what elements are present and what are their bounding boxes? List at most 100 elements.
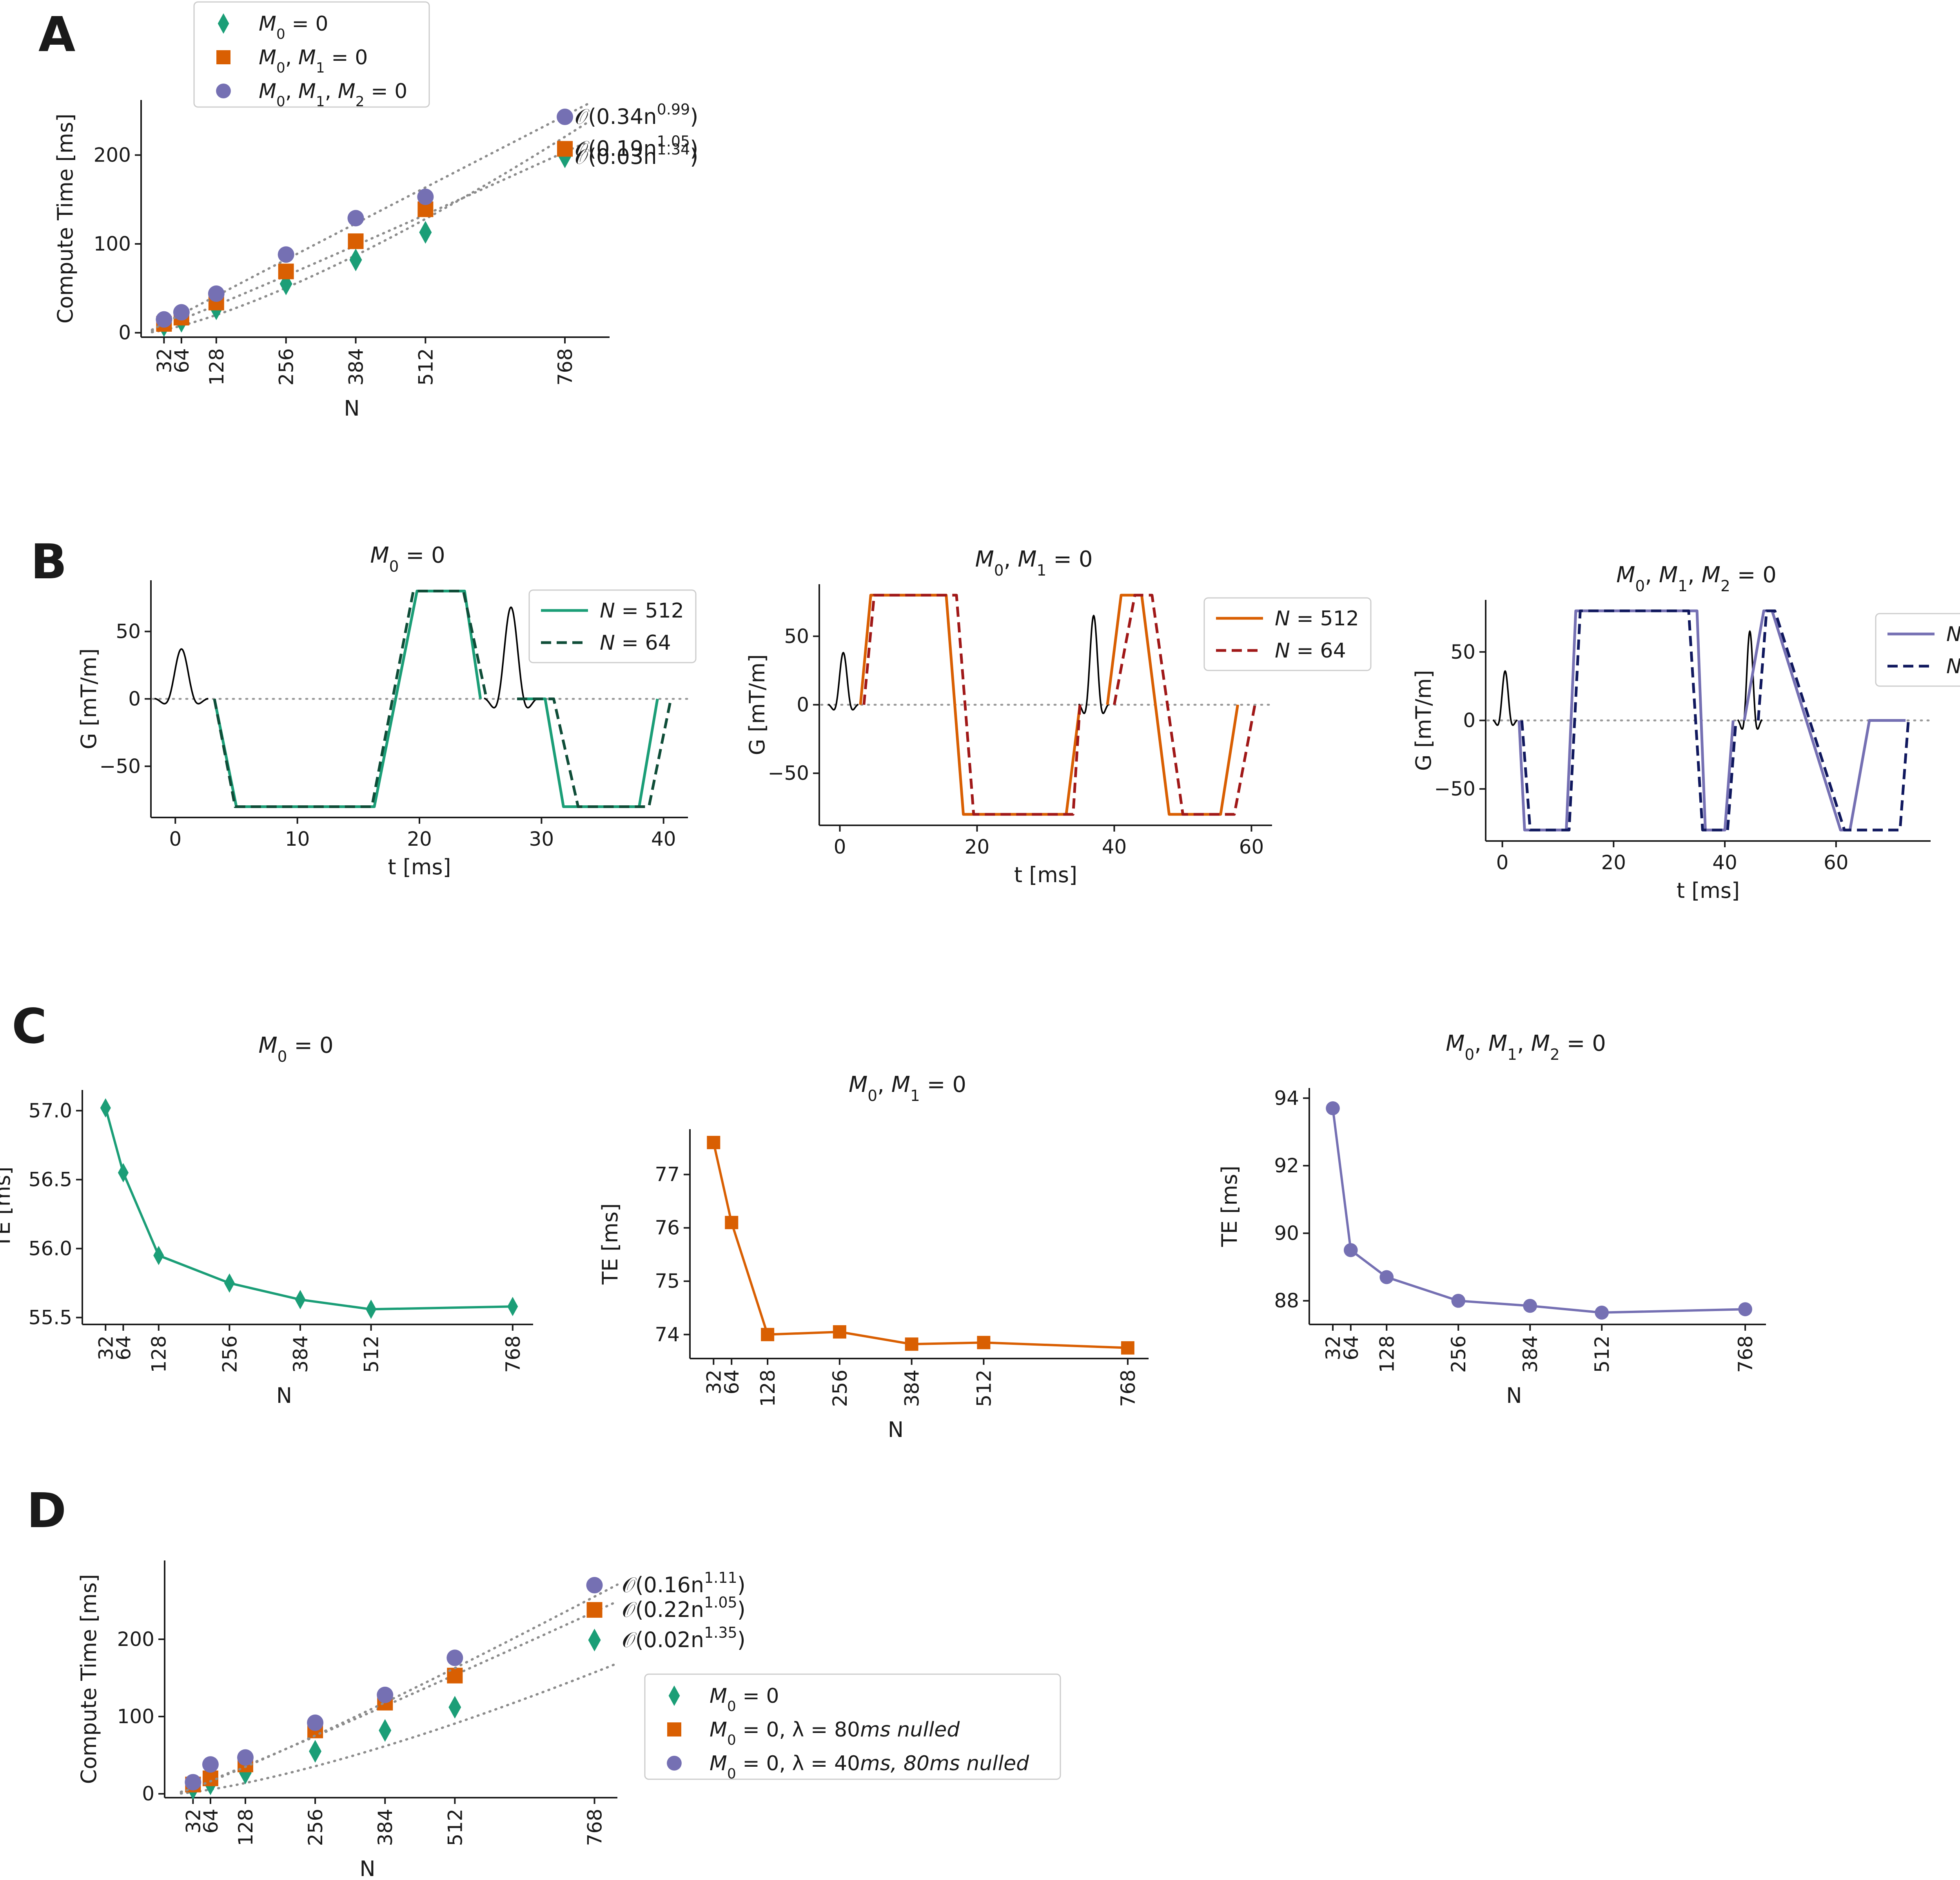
chart-panel-b3: −50 0 50 0 20 40 60 t [ms] G [mT/m] M0, M1, M2 = … — [1411, 562, 1960, 903]
waveform-n64 — [213, 590, 488, 808]
data-point-circle — [208, 285, 225, 302]
chart-panel-b1: B −50 0 50 0 10 20 30 40 t [ms] G [mT/m] M0 = 0 N = … — [31, 534, 697, 879]
series-line — [1332, 1108, 1746, 1314]
x-tick-label: 60 — [1824, 851, 1849, 874]
x-tick-label: 128 — [757, 1370, 779, 1407]
y-tick-label: 56.0 — [29, 1237, 72, 1260]
waveform-n512 — [859, 594, 1082, 816]
y-tick-label: 55.5 — [29, 1306, 72, 1329]
legend: N = 512 N = 64 — [1203, 597, 1372, 671]
data-point-square — [761, 1328, 775, 1341]
y-tick-label: 92 — [1274, 1154, 1299, 1177]
data-point-circle — [307, 1714, 324, 1731]
legend-entry: M0, M1 = 0 — [259, 46, 368, 76]
x-tick-label: 64 — [200, 1809, 222, 1834]
x-tick-label: 40 — [1102, 836, 1127, 858]
legend-entry: N = 512 — [1275, 607, 1359, 630]
rf-pulse — [828, 652, 859, 711]
chart-title: M0, M1, M2 = 0 — [1446, 1031, 1606, 1064]
data-point-diamond — [379, 1719, 392, 1742]
x-tick-label: 32 — [182, 1809, 205, 1834]
y-axis-label: Compute Time [ms] — [76, 1574, 101, 1784]
x-tick-label: 512 — [444, 1809, 466, 1846]
x-tick-label: 768 — [502, 1335, 524, 1373]
data-point-circle — [237, 1749, 254, 1766]
data-point-circle — [1326, 1101, 1340, 1115]
x-tick-label: 384 — [345, 348, 367, 385]
data-point-circle — [667, 1756, 682, 1771]
y-tick-label: 0 — [118, 322, 131, 344]
waveform-n512 — [517, 698, 659, 808]
data-point-square — [977, 1336, 991, 1350]
x-tick-label: 128 — [234, 1809, 257, 1846]
data-point-square — [586, 1602, 603, 1618]
data-point-diamond — [668, 1685, 680, 1706]
legend: N = 512 N = 64 — [1875, 613, 1960, 687]
data-point-square — [905, 1337, 918, 1351]
legend-entry: N = 64 — [1275, 639, 1346, 663]
panel-label-b: B — [31, 534, 67, 590]
data-point-circle — [586, 1577, 603, 1594]
legend-entry: N = 64 — [1946, 655, 1960, 678]
data-point-circle — [156, 311, 172, 328]
x-tick-label: 32 — [1322, 1335, 1345, 1361]
y-tick-label: 74 — [655, 1323, 680, 1346]
y-axis-label: G [mT/m] — [1411, 670, 1436, 771]
y-axis-label: TE [ms] — [0, 1166, 15, 1248]
y-tick-label: 94 — [1274, 1087, 1299, 1110]
x-tick-label: 32 — [702, 1370, 725, 1395]
y-tick-label: −50 — [99, 755, 141, 777]
data-point-diamond — [224, 1273, 235, 1293]
data-point-circle — [417, 188, 434, 205]
data-point-diamond — [118, 1163, 129, 1182]
y-tick-label: 0 — [128, 688, 141, 710]
series-line — [712, 1142, 1128, 1349]
y-tick-label: 50 — [116, 620, 141, 643]
y-axis-label: TE [ms] — [598, 1203, 622, 1285]
data-point-circle — [1379, 1270, 1394, 1284]
y-tick-label: 75 — [655, 1270, 680, 1293]
chart-title: M0, M1, M2 = 0 — [1616, 562, 1777, 595]
y-tick-label: 90 — [1274, 1222, 1299, 1244]
waveform-n64 — [1757, 609, 1910, 832]
legend-box — [1875, 613, 1960, 687]
fit-curve — [151, 103, 589, 331]
legend-entry: N = 512 — [600, 599, 684, 623]
x-tick-label: 256 — [829, 1370, 851, 1407]
x-tick-label: 128 — [205, 348, 228, 385]
y-tick-label: 0 — [797, 694, 809, 716]
y-tick-label: 50 — [784, 625, 809, 648]
waveform-n512 — [1106, 594, 1239, 816]
data-point-square — [707, 1136, 720, 1150]
x-tick-label: 64 — [171, 348, 193, 373]
x-tick-label: 384 — [289, 1335, 312, 1373]
data-point-diamond — [153, 1246, 164, 1265]
panel-label-c: C — [12, 999, 47, 1054]
fit-curve — [180, 1583, 619, 1794]
x-tick-label: 512 — [973, 1370, 995, 1407]
waveform-n64 — [1520, 609, 1737, 832]
x-axis-label: N — [888, 1417, 904, 1442]
x-tick-label: 768 — [1734, 1335, 1757, 1373]
data-point-diamond — [295, 1290, 306, 1310]
fit-curve — [180, 1600, 619, 1793]
fit-annotation: 𝒪(0.16n1.11) — [622, 1569, 746, 1597]
legend-entry: M0 = 0, λ = 80ms nulled — [710, 1718, 960, 1748]
rf-pulse — [1078, 614, 1109, 714]
legend-entry: M0 = 0, λ = 40ms, 80ms nulled — [710, 1752, 1029, 1782]
x-tick-label: 256 — [275, 348, 298, 385]
legend-entry: N = 64 — [600, 631, 671, 655]
legend-entry: N = 512 — [1946, 623, 1960, 646]
waveform-n64 — [517, 698, 672, 808]
y-tick-label: 88 — [1274, 1290, 1299, 1312]
y-tick-label: 200 — [117, 1628, 154, 1651]
data-point-diamond — [507, 1297, 518, 1316]
data-point-circle — [1523, 1299, 1537, 1313]
x-tick-label: 32 — [153, 348, 176, 373]
x-tick-label: 64 — [720, 1370, 743, 1395]
